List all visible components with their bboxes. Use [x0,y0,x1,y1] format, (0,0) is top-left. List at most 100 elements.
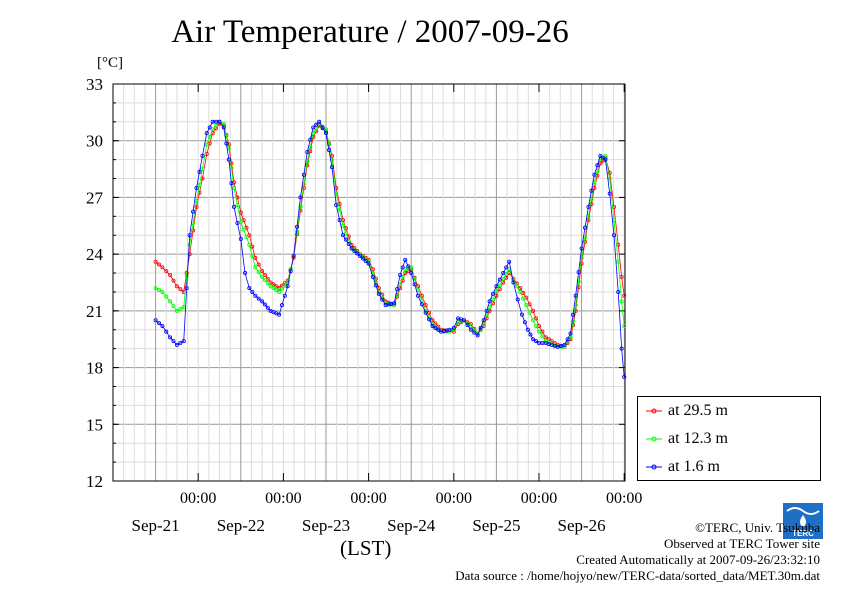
grid-lines [112,83,625,482]
legend-swatch-12-3m [646,436,662,442]
series-point [285,284,290,289]
series-point [568,331,573,336]
series-point [317,119,322,124]
series-point [579,255,584,260]
x-date-label: Sep-26 [558,516,606,535]
series-point [343,237,348,242]
legend-label-12-3m: at 12.3 m [668,430,728,447]
series-point [260,269,265,274]
series-point [238,237,243,242]
series-point [238,220,243,225]
series-point [295,224,300,229]
series-point [247,242,252,247]
series-point [244,225,249,230]
series-point [380,297,385,302]
series-point [277,312,282,317]
series-point [423,310,428,315]
series-point [403,257,408,262]
series-point [181,339,186,344]
series-point [262,277,267,282]
series-point [465,323,470,328]
series-point [352,248,357,253]
series-point [256,270,261,275]
series-point [250,289,255,294]
series-point [475,333,480,338]
series-point [298,204,303,209]
series-point [174,342,179,347]
series-point [253,293,258,298]
series-point [433,325,438,330]
credit-created: Created Automatically at 2007-09-26/23:3… [576,552,820,567]
x-date-label: Sep-24 [387,516,436,535]
series-point [484,308,489,313]
x-date-label: Sep-22 [217,516,265,535]
chart-title: Air Temperature / 2007-09-26 [171,14,569,50]
series-point [592,185,597,190]
series-point [518,289,523,294]
series-point [178,306,183,311]
series-point [194,185,199,190]
series-point [524,303,529,308]
series-point [314,122,319,127]
series-point [395,287,400,292]
y-tick-label: 27 [86,188,104,207]
legend-item-12-3m: at 12.3 m [646,429,728,449]
legend-label-1-6m: at 1.6 m [668,458,720,475]
series-point [518,286,523,291]
series-point [412,282,417,287]
series-point [527,302,532,307]
series-point [589,188,594,193]
series-point [229,181,234,186]
series-point [416,284,421,289]
series-point [576,270,581,275]
series-point [519,312,524,317]
series-point [392,301,397,306]
series-point [187,242,192,247]
series-point [285,280,290,285]
series-point [250,254,255,259]
series-point [174,308,179,313]
series-point [320,125,325,130]
series-point [430,323,435,328]
series-point [616,259,621,264]
y-tick-label: 30 [86,132,103,151]
series-point [178,340,183,345]
series-point [207,134,212,139]
series-point [522,320,527,325]
series-point [600,155,605,160]
x-tick-label: 00:00 [436,490,472,507]
series-point [221,125,226,130]
series-point [341,233,346,238]
series-point [598,153,603,158]
series-point [244,235,249,240]
series-point [543,335,548,340]
series-point [622,293,627,298]
series-point [355,251,360,256]
series-point [187,252,192,257]
series-point [191,228,196,233]
series-point [436,327,441,332]
series-point [514,284,519,289]
series-point [337,218,342,223]
series-point [468,327,473,332]
series-point [619,299,624,304]
series-point [447,327,452,332]
series-point [511,280,516,285]
legend-item-1-6m: at 1.6 m [646,457,720,477]
series-point [592,172,597,177]
series-point [262,272,267,277]
series-point [472,330,477,335]
legend-label-29-5m: at 29.5 m [668,402,728,419]
series-point [329,165,334,170]
series-point [250,244,255,249]
series-point [497,283,502,288]
series-point [171,278,176,283]
series-point [490,297,495,302]
series-point [573,308,578,313]
series-point [235,220,240,225]
series-point [282,293,287,298]
series-point [231,185,236,190]
series-point [559,343,564,348]
series-point [214,123,219,128]
